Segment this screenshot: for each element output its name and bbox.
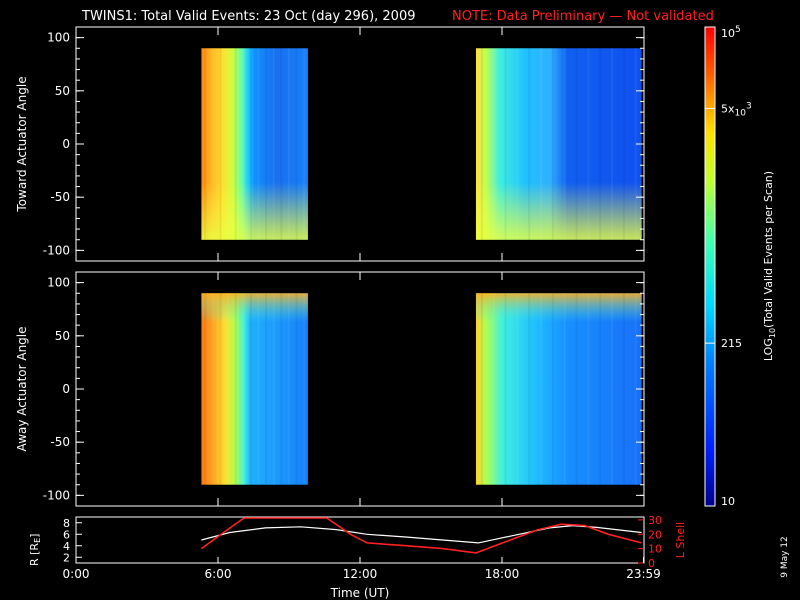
time-tick-label: 12:00 <box>343 567 378 581</box>
colorbar-ticks: 105 5x103 215 10 <box>705 25 752 508</box>
r-tick-label: 8 <box>63 517 70 530</box>
l-shell-tick-label: 0 <box>648 557 655 570</box>
heatmap-block-overlay <box>201 293 308 485</box>
colorbar-tick-label: 215 <box>721 337 742 350</box>
y-tick-label: 0 <box>62 137 70 151</box>
time-tick-label: 0:00 <box>63 567 90 581</box>
colorbar-gradient <box>704 26 716 507</box>
y-tick-label: 50 <box>55 84 70 98</box>
y-tick-label: 50 <box>55 329 70 343</box>
r-series-line <box>201 524 642 544</box>
chart-title: TWINS1: Total Valid Events: 23 Oct (day … <box>81 9 416 24</box>
r-tick-label: 2 <box>63 551 70 564</box>
heatmap-block-overlay <box>475 293 642 485</box>
colorbar: 105 5x103 215 10 LOG10(Total Valid Events p… <box>704 25 777 508</box>
time-tick-label: 6:00 <box>205 567 232 581</box>
y-axis: 100 50 0 -50 -100 <box>43 27 645 261</box>
time-tick-label: 23:59 <box>626 567 661 581</box>
y-tick-label: 100 <box>47 31 70 45</box>
y-tick-label: 100 <box>47 276 70 290</box>
y-tick-label: -50 <box>50 190 70 204</box>
l-shell-tick-label: 30 <box>648 514 662 527</box>
y-tick-label: -50 <box>50 435 70 449</box>
l-shell-tick-label: 10 <box>648 543 662 556</box>
l-shell-series-line <box>200 517 642 554</box>
heatmap-block-overlay <box>201 48 308 240</box>
away-heatmap-panel: 100 50 0 -50 -100 <box>43 271 645 507</box>
r-tick-label: 4 <box>63 540 70 553</box>
toward-heatmap-panel: 100 50 0 -50 -100 <box>43 26 645 262</box>
r-axis-label: R [RE] <box>28 534 42 566</box>
time-tick-label: 18:00 <box>485 567 520 581</box>
y-tick-label: -100 <box>43 243 70 257</box>
colorbar-tick-label: 105 <box>721 25 741 40</box>
heatmap-block-overlay <box>475 48 642 240</box>
y-tick-label: -100 <box>43 488 70 502</box>
colorbar-label: LOG10(Total Valid Events per Scan) <box>762 171 777 361</box>
r-tick-label: 6 <box>63 528 70 541</box>
date-stamp: 9 May 12 <box>780 536 790 578</box>
y-axis: 100 50 0 -50 -100 <box>43 272 645 506</box>
heatmap-blocks <box>201 293 642 485</box>
toward-axis-label: Toward Actuator Angle <box>15 76 29 212</box>
heatmap-blocks <box>201 48 642 240</box>
l-shell-tick-label: 20 <box>648 528 662 541</box>
away-axis-label: Away Actuator Angle <box>15 326 29 451</box>
orbit-lines <box>200 517 642 554</box>
preliminary-note: NOTE: Data Preliminary — Not validated <box>452 9 714 24</box>
y-tick-label: 0 <box>62 382 70 396</box>
time-axis-label: Time (UT) <box>330 586 390 600</box>
colorbar-tick-label: 10 <box>721 495 735 508</box>
l-shell-axis-label: L Shell <box>674 522 687 558</box>
colorbar-tick-label: 5x103 <box>721 101 752 118</box>
